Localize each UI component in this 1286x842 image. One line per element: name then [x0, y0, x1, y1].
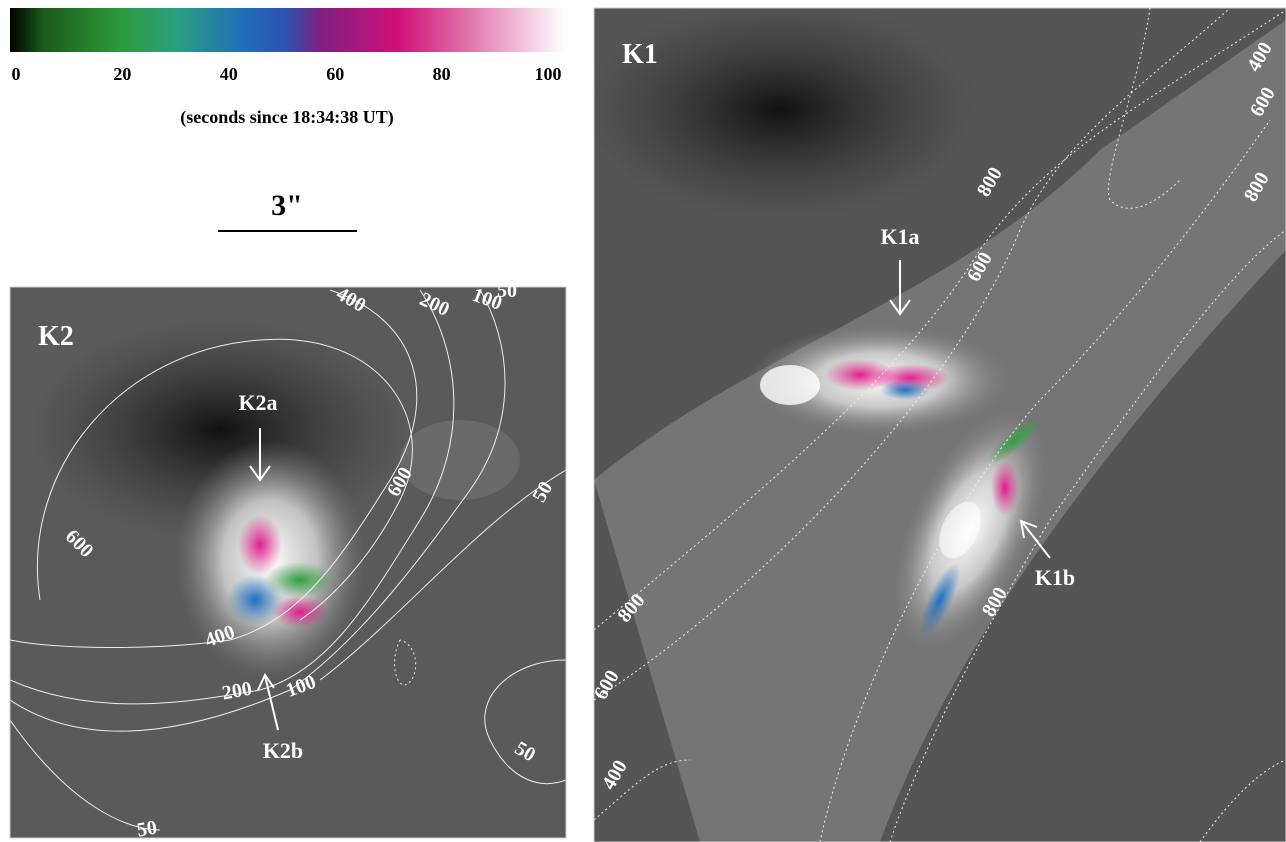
- panel-k1: [594, 8, 1286, 842]
- colorbar-tick-label: 60: [326, 64, 344, 84]
- contour-label: 50: [497, 280, 517, 302]
- annotation: K1b: [1035, 565, 1075, 590]
- annotation: K1a: [880, 224, 919, 249]
- panel-label: K2: [38, 321, 74, 352]
- arrows: [249, 260, 1051, 731]
- panel-frame: [9, 286, 567, 839]
- annotation: K2a: [238, 390, 277, 415]
- panel-label: K1: [622, 39, 658, 70]
- colorbar-tick-label: 20: [113, 64, 131, 84]
- colorbar-caption: (seconds since 18:34:38 UT): [180, 107, 394, 128]
- scale-bar-label: 3": [271, 189, 303, 222]
- colorbar-tick-label: 0: [12, 64, 21, 84]
- colorbar: [10, 8, 565, 52]
- contour-label: 50: [135, 817, 159, 842]
- colorbar-tick-label: 40: [220, 64, 238, 84]
- colorbar-tick-label: 80: [433, 64, 451, 84]
- panel-frame: [593, 7, 1286, 842]
- panel-k2: [10, 287, 566, 838]
- contour-label: 200: [220, 678, 253, 705]
- colorbar-tick-label: 100: [535, 64, 562, 84]
- annotation: K2b: [263, 738, 303, 763]
